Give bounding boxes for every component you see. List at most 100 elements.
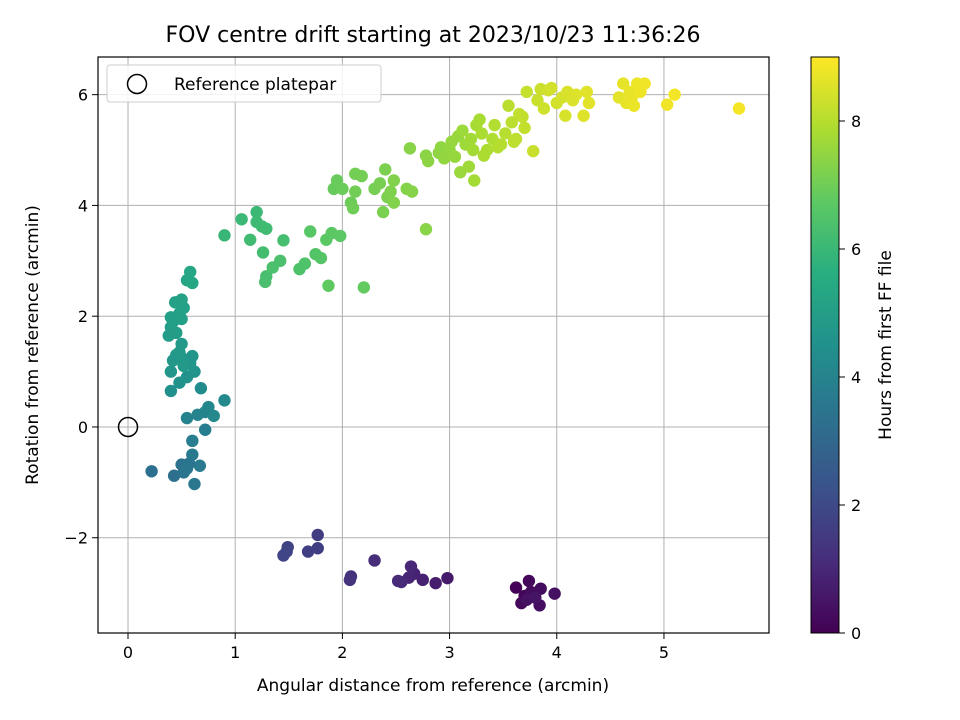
data-point <box>376 205 390 219</box>
plot-area <box>97 56 770 634</box>
data-point <box>441 571 454 585</box>
data-point <box>548 587 561 600</box>
data-point <box>537 102 551 115</box>
data-point <box>259 275 272 289</box>
data-point <box>373 177 387 190</box>
data-point <box>311 542 324 555</box>
data-point <box>277 549 290 562</box>
data-point <box>368 554 381 567</box>
data-point <box>186 448 199 461</box>
data-point <box>175 293 188 306</box>
data-point <box>502 99 515 112</box>
x-tick-label: 5 <box>659 643 669 662</box>
data-point <box>357 281 371 294</box>
data-point <box>475 127 488 140</box>
data-point <box>177 359 190 373</box>
data-point <box>274 254 287 268</box>
data-point <box>304 225 317 238</box>
data-point <box>250 205 263 219</box>
data-point <box>569 88 583 101</box>
x-axis-label: Angular distance from reference (arcmin) <box>257 676 609 696</box>
data-point <box>145 465 158 478</box>
y-tick-label: −2 <box>64 529 88 548</box>
data-point <box>520 85 533 99</box>
colorbar-tick-label: 8 <box>851 112 861 131</box>
data-point <box>416 573 429 587</box>
chart-title: FOV centre drift starting at 2023/10/23 … <box>166 23 701 48</box>
data-point <box>421 154 435 168</box>
data-point <box>488 118 501 132</box>
data-point <box>244 233 257 246</box>
data-point <box>580 85 593 99</box>
x-tick-label: 0 <box>123 643 133 662</box>
data-point <box>419 223 433 236</box>
legend: Reference platepar <box>106 64 382 103</box>
data-point <box>314 251 328 265</box>
data-point <box>638 77 651 90</box>
data-point <box>518 121 531 135</box>
data-point <box>494 138 508 151</box>
data-point <box>462 160 476 173</box>
data-point <box>301 545 315 558</box>
x-tick-label: 3 <box>444 643 454 662</box>
data-point <box>403 142 417 155</box>
data-point <box>298 257 312 270</box>
data-point <box>529 591 542 604</box>
data-point <box>405 185 419 198</box>
data-point <box>577 109 590 122</box>
y-tick-label: 2 <box>78 307 88 326</box>
data-point <box>349 185 362 198</box>
data-point <box>391 574 405 588</box>
x-tick-label: 4 <box>552 643 562 662</box>
data-point <box>193 459 207 472</box>
data-point <box>311 528 324 542</box>
data-point <box>180 411 194 425</box>
data-point <box>473 113 486 126</box>
data-point <box>207 409 220 423</box>
data-point <box>499 127 512 140</box>
data-point <box>429 576 442 590</box>
colorbar-gradient <box>810 56 840 634</box>
colorbar-tick-label: 6 <box>851 240 861 259</box>
y-axis-ticks: −2 0 2 4 6 <box>64 86 98 548</box>
data-point <box>260 222 273 235</box>
data-point <box>516 110 529 124</box>
data-point <box>180 462 194 475</box>
data-point <box>522 574 536 588</box>
data-point <box>164 365 178 378</box>
data-point <box>404 560 418 573</box>
legend-label-reference: Reference platepar <box>174 75 336 95</box>
data-point <box>235 213 248 226</box>
data-point <box>384 185 397 198</box>
data-point <box>277 234 290 247</box>
data-point <box>468 174 481 187</box>
data-point <box>480 143 494 157</box>
data-point <box>218 394 231 407</box>
x-tick-label: 1 <box>230 643 240 662</box>
colorbar-label: Hours from first FF file <box>876 250 896 440</box>
colorbar-tick-label: 0 <box>851 624 861 643</box>
reference-platepar-marker <box>117 416 139 438</box>
grid-lines <box>98 57 769 633</box>
data-point <box>582 96 596 110</box>
data-point <box>387 174 401 187</box>
x-axis-ticks: 0 1 2 3 4 5 <box>123 633 669 662</box>
data-point <box>336 182 349 196</box>
colorbar-ticks: 0 2 4 6 8 <box>839 112 861 643</box>
data-point <box>346 202 360 215</box>
data-point <box>198 423 212 436</box>
y-tick-label: 4 <box>78 196 88 215</box>
y-tick-label: 6 <box>78 86 88 105</box>
data-point <box>387 196 401 209</box>
x-tick-label: 2 <box>337 643 347 662</box>
data-point <box>732 102 746 115</box>
data-point <box>256 246 270 259</box>
data-point <box>334 229 347 243</box>
data-point <box>175 337 188 351</box>
legend-box <box>106 64 382 103</box>
colorbar-tick-label: 2 <box>851 496 861 515</box>
data-point <box>186 434 199 448</box>
data-point <box>170 326 183 340</box>
data-point <box>164 384 178 398</box>
